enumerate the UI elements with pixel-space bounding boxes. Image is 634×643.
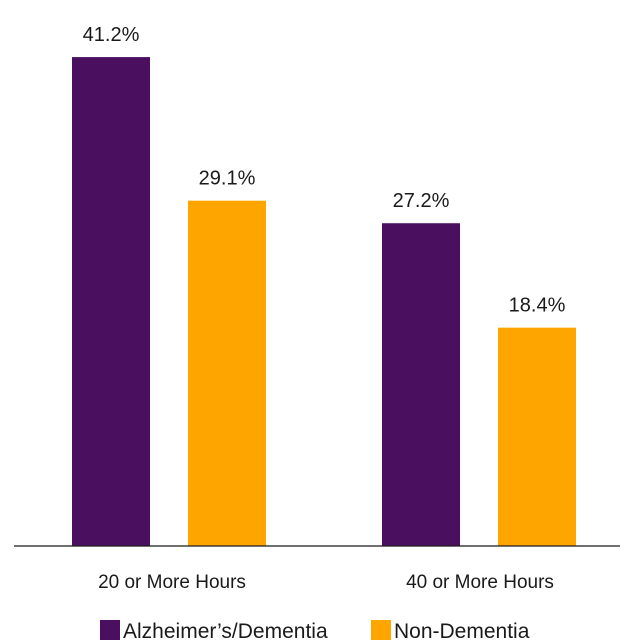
bar-non-dementia-1: [188, 200, 266, 546]
legend-label-alzheimers: Alzheimer’s/Dementia: [123, 620, 328, 643]
legend-label-non-dementia: Non-Dementia: [394, 620, 530, 643]
data-label: 29.1%: [199, 168, 256, 190]
x-tick-label: 20 or More Hours: [98, 572, 246, 593]
data-label: 27.2%: [393, 190, 450, 212]
bar-alzheimers-2: [382, 223, 460, 546]
legend-swatch-alzheimers: [100, 620, 120, 640]
bar-non-dementia-2: [498, 327, 576, 546]
data-label: 18.4%: [509, 295, 566, 317]
x-tick-label: 40 or More Hours: [406, 572, 554, 593]
legend-swatch-non-dementia: [371, 620, 391, 640]
bar-alzheimers-1: [72, 57, 150, 547]
data-label: 41.2%: [83, 24, 140, 46]
